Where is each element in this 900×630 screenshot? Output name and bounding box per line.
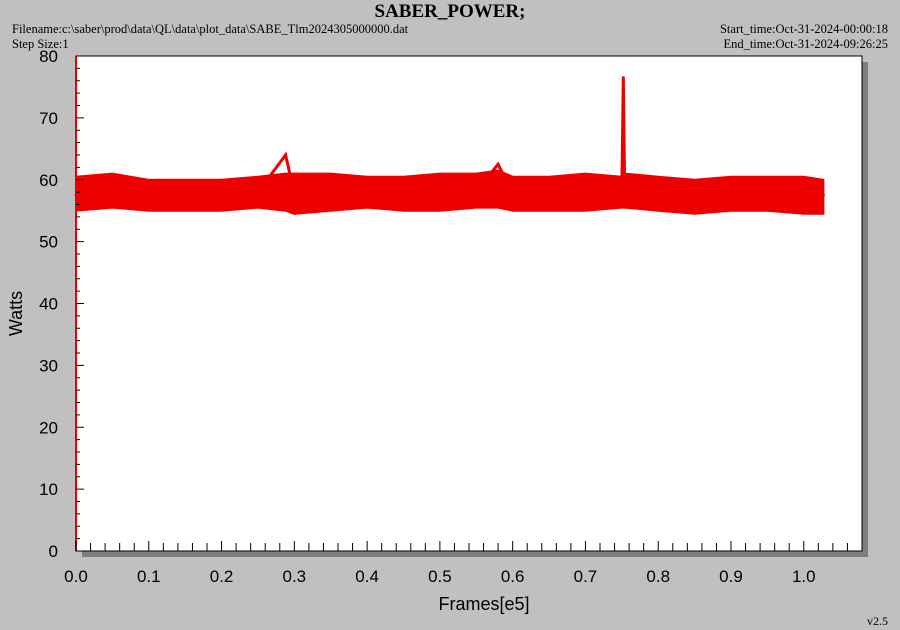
data-point [511,191,515,195]
y-tick-label: 40 [39,295,58,314]
step-size-label: Step Size:1 [12,37,69,51]
data-point [547,191,551,195]
y-tick-label: 20 [39,418,58,437]
data-point [496,162,500,166]
data-point [656,193,660,197]
data-point [693,196,697,200]
y-tick-label: 80 [39,47,58,66]
data-point [256,190,260,194]
data-point [220,191,224,195]
y-tick-label: 30 [39,356,58,375]
data-point [474,189,478,193]
x-tick-label: 0.8 [646,567,670,586]
plot-area [75,55,863,552]
y-tick-label: 10 [39,480,58,499]
data-point [183,193,187,197]
data-point [583,191,587,195]
data-point [621,76,625,80]
data-point [110,190,114,194]
x-tick-label: 0.3 [283,567,307,586]
data-point [821,193,825,197]
data-point [329,190,333,194]
data-point [365,191,369,195]
data-point [802,193,806,197]
x-tick-label: 1.0 [792,567,816,586]
y-tick-label: 70 [39,109,58,128]
x-tick-label: 0.1 [137,567,161,586]
axis-layer: 0 10 20 30 40 50 60 70 80 0.0 0.1 0.2 0.3 0.4 0.5 0.6 0.… [39,47,848,586]
chart-title: SABER_POWER; [374,1,526,22]
start-time-label: Start_time:Oct-31-2024-00:00:18 [719,22,888,36]
end-time-label: End_time:Oct-31-2024-09:26:25 [723,37,888,51]
data-point [402,191,405,195]
x-tick-label: 0.5 [428,567,452,586]
y-axis-label: Watts [6,291,26,336]
x-axis-label: Frames[e5] [438,594,529,614]
data-point [292,191,296,195]
series-line-0 [75,77,824,200]
x-tick-label: 0.4 [355,567,379,586]
data-point [438,190,442,194]
data-point [729,190,733,194]
y-tick-label: 50 [39,233,58,252]
data-point [623,190,627,194]
series-line-layer [74,76,825,200]
data-point [284,153,288,157]
version-label: v2.5 [867,614,888,628]
x-tick-label: 0.2 [210,567,234,586]
y-tick-label: 60 [39,171,58,190]
filename-label: Filename:c:\saber\prod\data\QL\data\plot… [12,22,409,36]
x-tick-label: 0.0 [64,567,88,586]
data-point [147,193,151,197]
x-tick-label: 0.7 [574,567,598,586]
x-tick-label: 0.9 [719,567,743,586]
data-point [620,190,624,194]
data-point [765,193,769,197]
y-tick-label: 0 [49,542,58,561]
x-tick-label: 0.6 [501,567,525,586]
